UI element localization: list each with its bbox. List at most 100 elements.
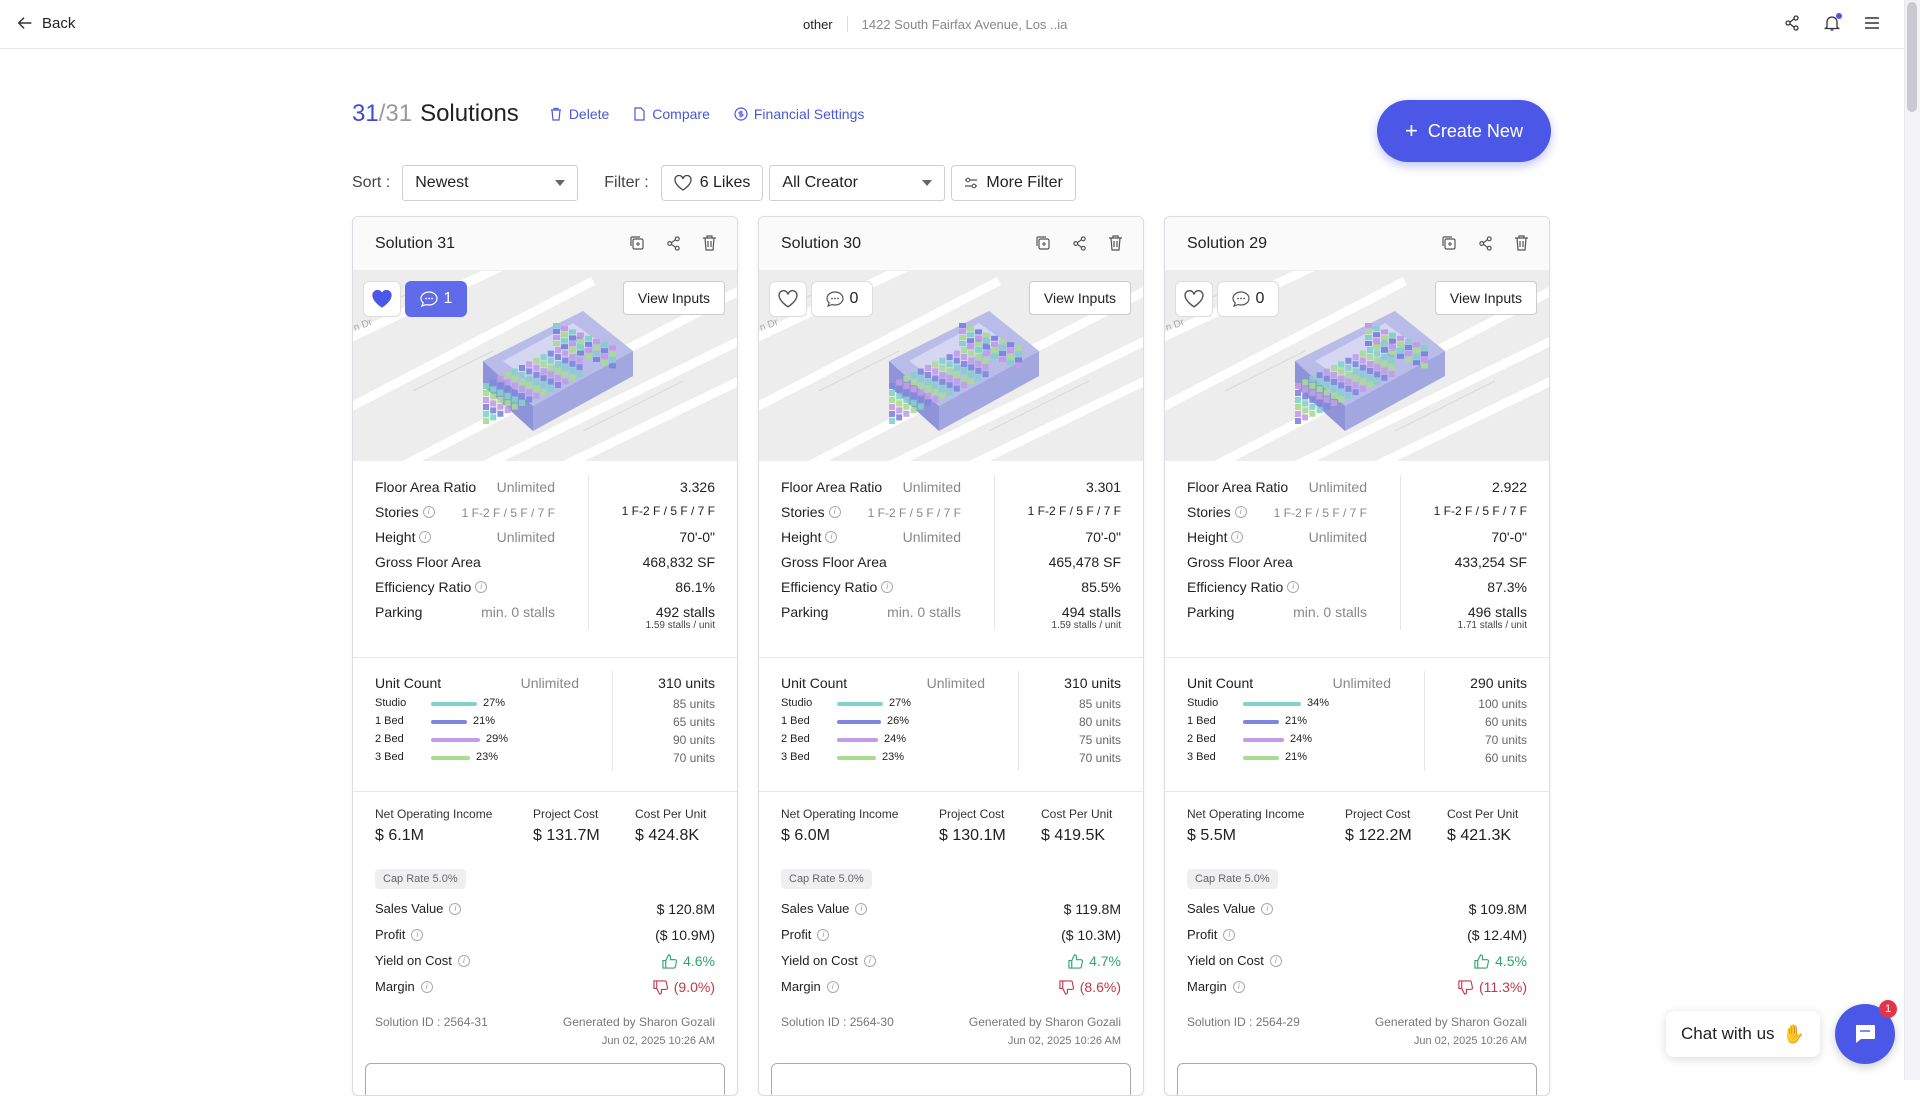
unit-type: 2 Bed (781, 733, 810, 745)
unit-cell (999, 351, 1006, 356)
view-inputs-button[interactable]: View Inputs (1434, 281, 1537, 315)
unit-cell (961, 347, 967, 353)
unit-cell (953, 385, 960, 392)
height-value: 70'-0" (1491, 529, 1527, 545)
comments-button[interactable]: 1 (405, 281, 467, 317)
likes-filter-button[interactable]: 6 Likes (660, 165, 764, 201)
info-icon[interactable]: i (422, 506, 435, 518)
compare-button[interactable]: Compare (633, 106, 710, 122)
unit-cell (975, 335, 982, 341)
site-map-image: n Dr (759, 271, 1143, 461)
info-icon[interactable]: i (1234, 506, 1247, 518)
unit-cell (553, 335, 560, 340)
unit-cell (991, 335, 998, 341)
financial-settings-button[interactable]: Financial Settings (734, 106, 864, 122)
info-icon[interactable]: i (1231, 531, 1244, 543)
share-icon[interactable] (1782, 13, 1802, 33)
project-cost-label: Project Cost (533, 807, 599, 821)
scrollbar[interactable] (1904, 0, 1920, 1080)
unit-cell (1331, 372, 1337, 378)
info-icon[interactable]: i (457, 954, 470, 967)
back-button[interactable]: Back (16, 14, 75, 32)
unit-cell (991, 341, 998, 347)
thumbs-down-icon (1458, 979, 1474, 995)
trash-icon[interactable] (1511, 233, 1531, 253)
info-icon[interactable]: i (420, 980, 433, 993)
chat-with-us-button[interactable]: Chat with us ✋ (1666, 1011, 1820, 1057)
unit-cell (982, 364, 989, 371)
create-new-button[interactable]: + Create New (1377, 100, 1551, 162)
view-inputs-button[interactable]: View Inputs (622, 281, 725, 315)
unit-cell (490, 407, 497, 414)
share-icon[interactable] (663, 233, 683, 253)
duplicate-icon[interactable] (1033, 233, 1053, 253)
like-button[interactable] (769, 281, 807, 317)
info-icon[interactable]: i (855, 902, 868, 915)
metric-limit: min. 0 stalls (1293, 604, 1367, 620)
massing-thumbnail[interactable]: n Dr 1 View Inputs (353, 271, 737, 461)
unit-cell (968, 371, 975, 378)
project-address: 1422 South Fairfax Avenue, Los ..ia (861, 16, 1068, 32)
sales-value-row: Sales Value i $ 119.8M (781, 897, 1121, 923)
unit-cell (1302, 393, 1309, 400)
info-icon[interactable]: i (828, 506, 841, 518)
unit-cell (1323, 382, 1330, 389)
unit-cell (483, 390, 489, 396)
view-inputs-button[interactable]: View Inputs (1028, 281, 1131, 315)
info-icon[interactable]: i (863, 954, 876, 967)
solution-card-2[interactable]: Solution 30 n Dr 0 (758, 216, 1144, 1096)
info-icon[interactable]: i (419, 531, 432, 543)
comments-button[interactable]: 0 (811, 281, 873, 317)
info-icon[interactable]: i (475, 581, 488, 593)
unit-type: 3 Bed (375, 751, 404, 763)
info-icon[interactable]: i (1232, 980, 1245, 993)
heart-icon (1184, 290, 1204, 308)
duplicate-icon[interactable] (627, 233, 647, 253)
info-icon[interactable]: i (826, 980, 839, 993)
metric-row-far: Floor Area Ratio Unlimited 2.922 (1187, 475, 1527, 500)
creator-select[interactable]: All Creator (769, 165, 946, 201)
unit-cell (917, 382, 924, 389)
unit-pct: 29% (486, 733, 509, 745)
unit-cell (1302, 379, 1309, 386)
info-icon[interactable]: i (1261, 902, 1274, 915)
unit-cell (961, 375, 967, 381)
solution-title: Solution 29 (1187, 235, 1268, 252)
info-icon[interactable]: i (825, 531, 838, 543)
bell-icon[interactable] (1822, 13, 1842, 33)
unit-cell (1316, 386, 1323, 393)
info-icon[interactable]: i (881, 581, 894, 593)
share-icon[interactable] (1069, 233, 1089, 253)
info-icon[interactable]: i (1269, 954, 1282, 967)
trash-icon[interactable] (1105, 233, 1125, 253)
like-button[interactable] (363, 281, 401, 317)
info-icon[interactable]: i (1223, 928, 1236, 941)
massing-thumbnail[interactable]: n Dr 0 View Inputs (759, 271, 1143, 461)
info-icon[interactable]: i (817, 928, 830, 941)
trash-icon[interactable] (699, 233, 719, 253)
unit-cell (540, 368, 547, 375)
comments-button[interactable]: 0 (1217, 281, 1279, 317)
duplicate-icon[interactable] (1439, 233, 1459, 253)
solution-card-1[interactable]: Solution 31 n Dr 1 (352, 216, 738, 1096)
info-icon[interactable]: i (449, 902, 462, 915)
chat-launcher-button[interactable]: 1 (1835, 1000, 1897, 1064)
solution-card-3[interactable]: Solution 29 n Dr 0 (1164, 216, 1550, 1096)
unit-cell (939, 392, 946, 399)
more-filter-button[interactable]: More Filter (951, 165, 1076, 201)
menu-icon[interactable] (1862, 13, 1882, 33)
unit-row-studio: Studio 27% 85 units (375, 695, 715, 713)
info-icon[interactable]: i (1287, 581, 1300, 593)
info-icon[interactable]: i (411, 928, 424, 941)
unit-cell (547, 385, 554, 392)
unit-cell (1345, 378, 1352, 385)
scrollbar-thumb[interactable] (1907, 2, 1917, 112)
unit-cell (1389, 350, 1396, 356)
sort-select[interactable]: Newest (402, 165, 579, 201)
massing-thumbnail[interactable]: n Dr 0 View Inputs (1165, 271, 1549, 461)
unit-cell (967, 344, 974, 350)
delete-button[interactable]: Delete (549, 106, 609, 122)
metric-limit: Unlimited (1308, 529, 1367, 545)
share-icon[interactable] (1475, 233, 1495, 253)
like-button[interactable] (1175, 281, 1213, 317)
